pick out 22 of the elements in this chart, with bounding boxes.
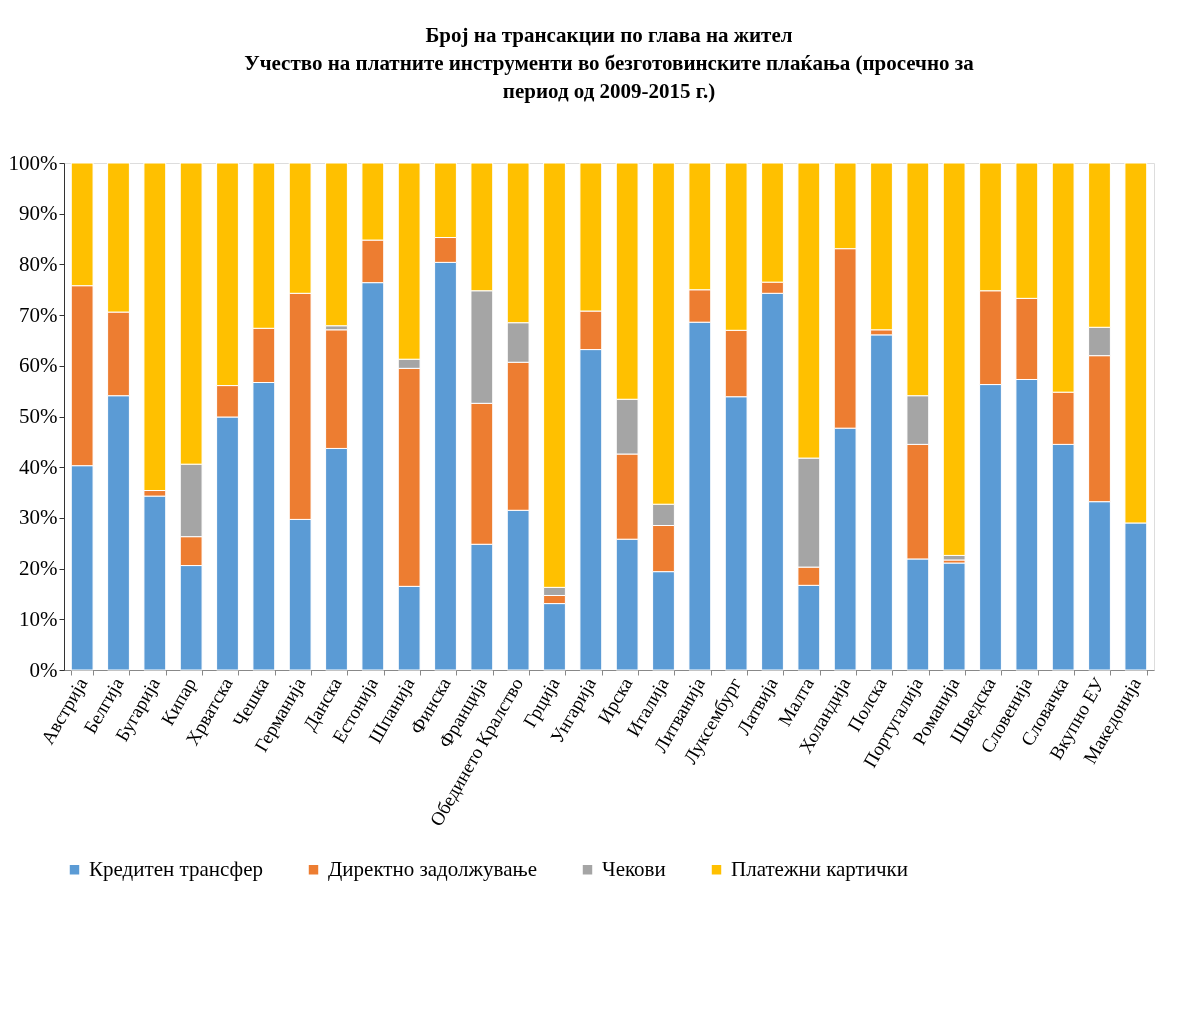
text: период од 2009-2015 г.) (502, 79, 716, 103)
y-tick-label: 20% (19, 556, 58, 581)
bar (870, 334, 893, 671)
text: Број на трансакции по глава на жител (425, 23, 793, 47)
legend-label: Платежни картички (731, 856, 909, 881)
bar (942, 562, 966, 671)
y-tick-label: 90% (19, 201, 58, 226)
y-tick-label: 10% (19, 606, 58, 631)
y-tick-label: 70% (19, 302, 58, 327)
y-tick-label: 80% (19, 251, 58, 276)
y-tick-label: 50% (19, 404, 58, 428)
y-tick-label: 30% (19, 505, 58, 530)
y-tick-label: 100% (8, 150, 58, 175)
bar (325, 162, 348, 327)
legend-label: Директно задолжување (328, 856, 537, 881)
text: Учество на платните инструменти во безготовинските плаќања (просечно за (244, 51, 974, 75)
y-tick-label: 40% (19, 454, 58, 479)
bar (143, 495, 167, 671)
legend-label: Кредитен трансфер (89, 856, 263, 881)
legend-label: Чекови (602, 856, 666, 881)
y-tick-label: 0% (29, 657, 58, 682)
y-tick-label: 60% (19, 353, 58, 378)
